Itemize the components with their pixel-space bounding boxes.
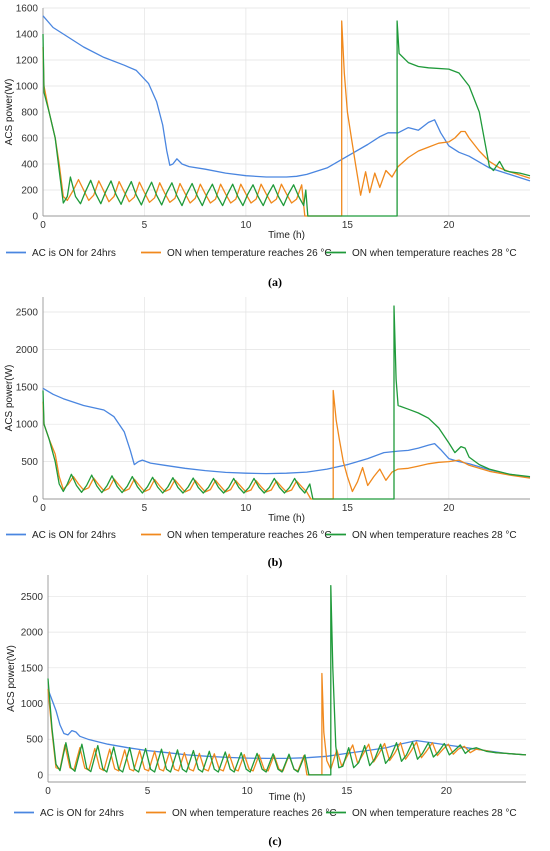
x-tick-label: 15 [341, 786, 353, 797]
y-tick-label: 1000 [16, 420, 39, 431]
x-tick-label: 20 [443, 503, 455, 514]
series-line-1 [42, 15, 531, 182]
y-tick-label: 600 [21, 134, 38, 145]
y-tick-label: 200 [21, 186, 38, 197]
x-tick-label: 10 [240, 503, 252, 514]
y-tick-label: 800 [21, 108, 38, 119]
y-tick-label: 1500 [21, 663, 44, 674]
y-tick-label: 2500 [16, 307, 39, 318]
x-axis-title: Time (h) [268, 230, 305, 241]
x-tick-label: 5 [142, 220, 148, 231]
x-tick-label: 5 [145, 786, 151, 797]
legend-label: ON when temperature reaches 28 °C [352, 530, 517, 541]
y-tick-label: 2500 [21, 592, 44, 603]
y-tick-label: 2000 [16, 345, 39, 356]
legend-label: AC is ON for 24hrs [32, 248, 116, 259]
y-tick-label: 400 [21, 160, 38, 171]
series-line-3 [47, 585, 527, 776]
x-tick-label: 15 [342, 220, 354, 231]
legend-label: AC is ON for 24hrs [40, 808, 124, 819]
legend: AC is ON for 24hrs ON when temperature re… [14, 808, 517, 819]
y-tick-label: 0 [32, 212, 38, 223]
legend-label: ON when temperature reaches 28 °C [352, 248, 517, 259]
y-tick-label: 1200 [16, 56, 39, 67]
y-axis-title: ACS power(W) [4, 365, 15, 432]
x-tick-label: 5 [142, 503, 148, 514]
series-line-2 [47, 672, 527, 776]
series-line-3 [42, 305, 531, 500]
panel-caption: (c) [268, 834, 281, 848]
y-axis-title: ACS power(W) [6, 645, 17, 712]
x-tick-label: 0 [40, 220, 46, 231]
x-tick-label: 15 [342, 503, 354, 514]
x-tick-label: 20 [443, 220, 455, 231]
x-axis-title: Time (h) [268, 513, 305, 524]
y-tick-label: 1000 [21, 699, 44, 710]
y-tick-label: 0 [32, 495, 38, 506]
y-tick-label: 1400 [16, 30, 39, 41]
legend-label: ON when temperature reaches 26 °C [167, 530, 332, 541]
x-tick-label: 0 [40, 503, 46, 514]
y-tick-label: 1600 [16, 4, 39, 15]
series-line-2 [42, 20, 531, 217]
series-line-1 [42, 387, 531, 478]
legend: AC is ON for 24hrs ON when temperature re… [6, 248, 517, 259]
chart-panel-1: 0 200 400 600 800 1000 1200 1400 1600 0 5 10 15 20 Tim… [4, 4, 531, 289]
y-tick-label: 1000 [16, 82, 39, 93]
y-tick-label: 2000 [21, 628, 44, 639]
legend-label: ON when temperature reaches 26 °C [167, 248, 332, 259]
x-axis-title: Time (h) [269, 792, 306, 803]
y-tick-label: 500 [21, 457, 38, 468]
panel-caption: (a) [268, 275, 282, 289]
y-tick-label: 1500 [16, 382, 39, 393]
x-tick-label: 0 [45, 786, 51, 797]
series-line-1 [47, 688, 527, 760]
chart-panel-2: 0 500 1000 1500 2000 2500 0 5 10 15 20 Time (h) ACS … [4, 297, 531, 569]
x-tick-label: 20 [441, 786, 453, 797]
legend: AC is ON for 24hrs ON when temperature re… [6, 530, 517, 541]
y-axis-title: ACS power(W) [4, 79, 15, 146]
x-tick-label: 10 [242, 786, 254, 797]
x-tick-label: 10 [240, 220, 252, 231]
legend-label: ON when temperature reaches 28 °C [352, 808, 517, 819]
y-tick-label: 500 [26, 735, 43, 746]
legend-label: ON when temperature reaches 26 °C [172, 808, 337, 819]
series-line-2 [42, 389, 531, 500]
chart-panel-3: 0 500 1000 1500 2000 2500 0 5 10 15 20 Time (h) ACS … [6, 575, 527, 848]
legend-label: AC is ON for 24hrs [32, 530, 116, 541]
y-tick-label: 0 [37, 770, 43, 781]
panel-caption: (b) [268, 555, 283, 569]
series-line-3 [42, 20, 531, 217]
